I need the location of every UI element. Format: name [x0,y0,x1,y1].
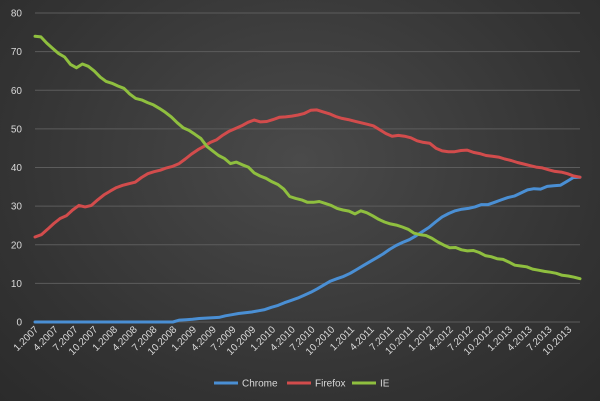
y-tick-label: 30 [11,202,23,213]
legend-label: Chrome [242,379,278,390]
y-axis-tick-labels: 0 10 20 30 40 50 60 70 80 [11,9,23,329]
legend-label: IE [380,379,390,390]
y-tick-label: 0 [16,318,22,329]
y-tick-label: 80 [11,9,23,20]
series-lines [33,34,582,324]
series-line-ie [33,34,582,281]
x-axis-tick-labels: 1.20074.20077.200710.20071.20084.20087.2… [12,324,575,358]
y-tick-label: 70 [11,47,23,58]
y-tick-label: 50 [11,124,23,135]
legend: Chrome Firefox IE [214,379,390,390]
series-line-firefox [33,108,582,239]
legend-label: Firefox [315,379,346,390]
gridlines [35,12,580,323]
y-tick-label: 60 [11,86,23,97]
y-tick-label: 20 [11,240,23,251]
series-line-chrome [33,175,582,324]
y-tick-label: 10 [11,279,23,290]
y-tick-label: 40 [11,163,23,174]
